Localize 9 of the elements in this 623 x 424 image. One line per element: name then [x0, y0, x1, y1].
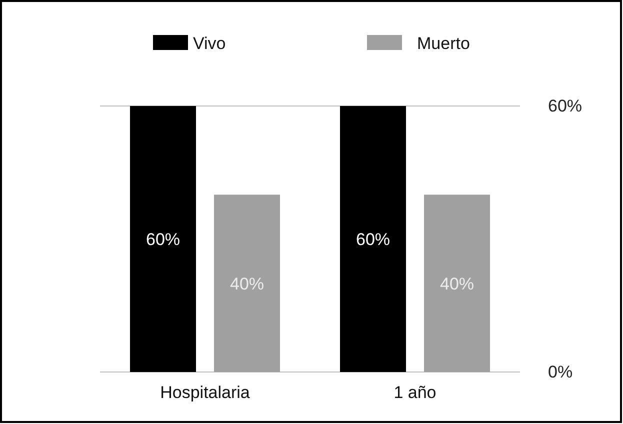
x-tick-label: Hospitalaria [160, 383, 250, 402]
y-tick-label: 0% [548, 362, 573, 382]
legend-label: Muerto [417, 34, 470, 53]
data-label: 60% [146, 230, 180, 249]
data-label: 60% [356, 230, 390, 249]
legend-label: Vivo [193, 34, 226, 53]
x-tick-label: 1 año [394, 383, 436, 402]
data-label: 40% [230, 274, 264, 294]
data-label: 40% [440, 274, 474, 294]
